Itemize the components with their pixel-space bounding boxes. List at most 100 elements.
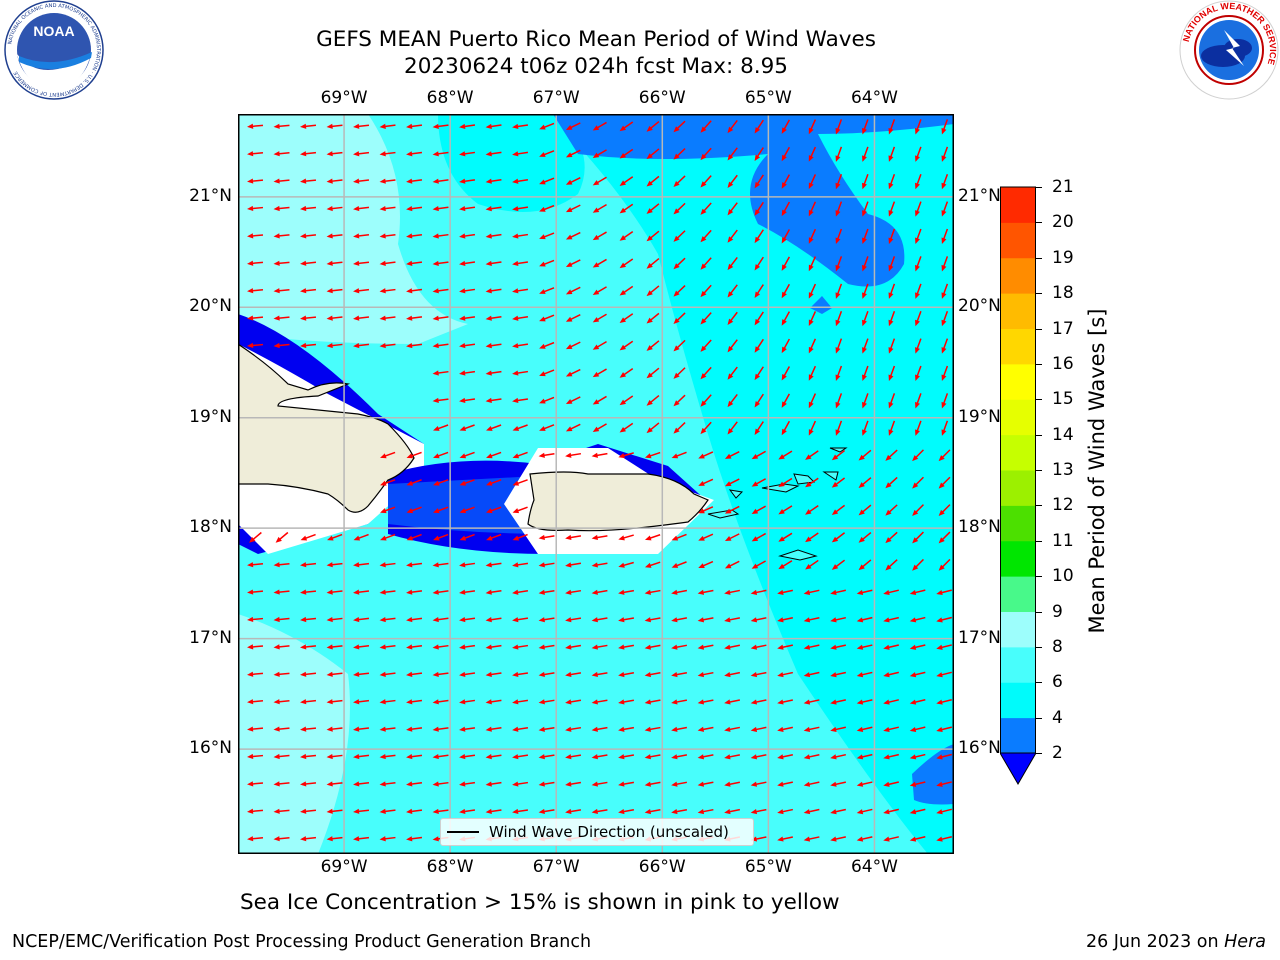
- wave-direction-arrow: [565, 452, 582, 458]
- wave-direction-arrow: [646, 230, 660, 242]
- wave-direction-arrow: [485, 562, 502, 568]
- wave-direction-arrow: [750, 699, 767, 705]
- wave-direction-arrow: [909, 699, 926, 705]
- wave-direction-arrow: [835, 393, 843, 409]
- wave-direction-arrow: [565, 644, 582, 650]
- wave-direction-arrow: [831, 504, 846, 516]
- sea-ice-note: Sea Ice Concentration > 15% is shown in …: [240, 890, 840, 915]
- wave-direction-arrow: [300, 808, 317, 814]
- wave-direction-arrow: [459, 315, 476, 321]
- footer-branch: NCEP/EMC/Verification Post Processing Pr…: [12, 932, 592, 952]
- wave-direction-arrow: [379, 178, 396, 184]
- wave-direction-arrow: [326, 808, 343, 814]
- wave-direction-arrow: [247, 808, 264, 814]
- wave-direction-arrow: [619, 258, 634, 269]
- wave-direction-arrow: [912, 449, 924, 462]
- wave-direction-arrow: [379, 699, 396, 705]
- wave-direction-arrow: [754, 147, 764, 161]
- wave-direction-arrow: [831, 559, 846, 570]
- period-2-4-region-ne: [553, 114, 954, 287]
- wave-direction-arrow: [591, 617, 608, 623]
- wave-direction-arrow: [781, 366, 791, 381]
- wave-direction-arrow: [724, 451, 740, 459]
- wave-direction-arrow: [565, 589, 582, 595]
- wave-direction-arrow: [273, 342, 290, 349]
- wave-direction-arrow: [619, 367, 634, 378]
- wave-direction-arrow: [646, 394, 660, 406]
- wave-direction-arrow: [888, 310, 896, 327]
- wave-direction-arrow: [592, 176, 607, 186]
- wave-direction-arrow: [538, 671, 555, 678]
- wave-direction-arrow: [619, 203, 634, 214]
- wave-direction-arrow: [778, 505, 793, 515]
- wave-direction-arrow: [673, 120, 686, 133]
- wave-direction-arrow: [808, 420, 817, 436]
- wave-direction-arrow: [618, 617, 635, 623]
- wave-direction-arrow: [646, 203, 660, 214]
- wave-direction-arrow: [777, 699, 794, 705]
- wave-direction-arrow: [486, 479, 502, 486]
- colorbar-segment: [1000, 505, 1036, 542]
- wave-direction-arrow: [485, 726, 502, 732]
- wave-direction-arrow: [380, 533, 396, 541]
- wave-direction-arrow: [915, 365, 922, 382]
- wave-direction-arrow: [592, 204, 607, 213]
- wave-direction-arrow: [300, 836, 317, 842]
- wave-direction-arrow: [912, 504, 924, 516]
- wave-direction-arrow: [941, 338, 949, 354]
- wave-direction-arrow: [539, 396, 555, 404]
- wave-direction-arrow: [941, 119, 949, 135]
- wave-direction-arrow: [915, 146, 922, 162]
- wave-direction-arrow: [538, 808, 555, 815]
- wave-direction-arrow: [938, 504, 951, 516]
- wave-direction-arrow: [856, 808, 873, 815]
- wave-direction-arrow: [830, 753, 846, 760]
- wave-direction-arrow: [856, 616, 873, 623]
- wave-direction-arrow: [830, 644, 846, 650]
- wave-direction-arrow: [432, 178, 449, 184]
- wave-direction-arrow: [273, 288, 290, 294]
- wave-direction-arrow: [406, 506, 422, 514]
- wave-direction-arrow: [433, 506, 449, 514]
- colorbar-tick-label: 20: [1052, 212, 1074, 233]
- wave-direction-arrow: [724, 644, 741, 650]
- wave-direction-arrow: [459, 206, 476, 212]
- wave-direction-arrow: [805, 559, 819, 570]
- wave-direction-arrow: [724, 533, 740, 542]
- wave-direction-arrow: [512, 424, 528, 431]
- colorbar-tick-label: 19: [1052, 247, 1074, 268]
- colorbar-tick-mark: [1036, 470, 1042, 471]
- wave-direction-arrow: [777, 671, 794, 678]
- lat-label: 19°N: [958, 406, 1001, 427]
- wave-direction-arrow: [485, 288, 502, 294]
- wave-direction-arrow: [750, 808, 767, 815]
- wave-direction-arrow: [619, 230, 634, 241]
- wave-direction-arrow: [751, 560, 766, 569]
- wave-direction-arrow: [432, 206, 449, 212]
- wave-direction-arrow: [300, 288, 317, 294]
- wave-direction-arrow: [353, 315, 370, 321]
- wave-direction-arrow: [888, 228, 896, 245]
- wave-direction-arrow: [781, 146, 791, 162]
- wave-direction-arrow: [406, 178, 423, 184]
- wave-direction-arrow: [512, 671, 529, 678]
- wave-direction-arrow: [754, 311, 764, 326]
- wave-direction-arrow: [862, 393, 869, 409]
- wave-direction-arrow: [754, 338, 764, 353]
- wave-direction-arrow: [856, 753, 873, 760]
- wave-direction-arrow: [565, 726, 582, 732]
- wave-direction-arrow: [644, 451, 661, 459]
- wave-direction-arrow: [247, 589, 264, 595]
- wave-direction-arrow: [300, 726, 317, 732]
- wave-direction-arrow: [697, 781, 714, 787]
- wave-direction-arrow: [591, 562, 608, 568]
- wave-direction-arrow: [754, 119, 764, 134]
- lat-label: 21°N: [189, 185, 232, 206]
- period-8-9-region-sw: [238, 614, 350, 854]
- wave-direction-arrow: [673, 394, 686, 407]
- wave-direction-arrow: [938, 558, 951, 571]
- colorbar-tick-label: 2: [1052, 743, 1063, 763]
- wave-direction-arrow: [512, 644, 529, 650]
- wave-direction-arrow: [326, 671, 343, 677]
- wave-direction-arrow: [273, 836, 290, 842]
